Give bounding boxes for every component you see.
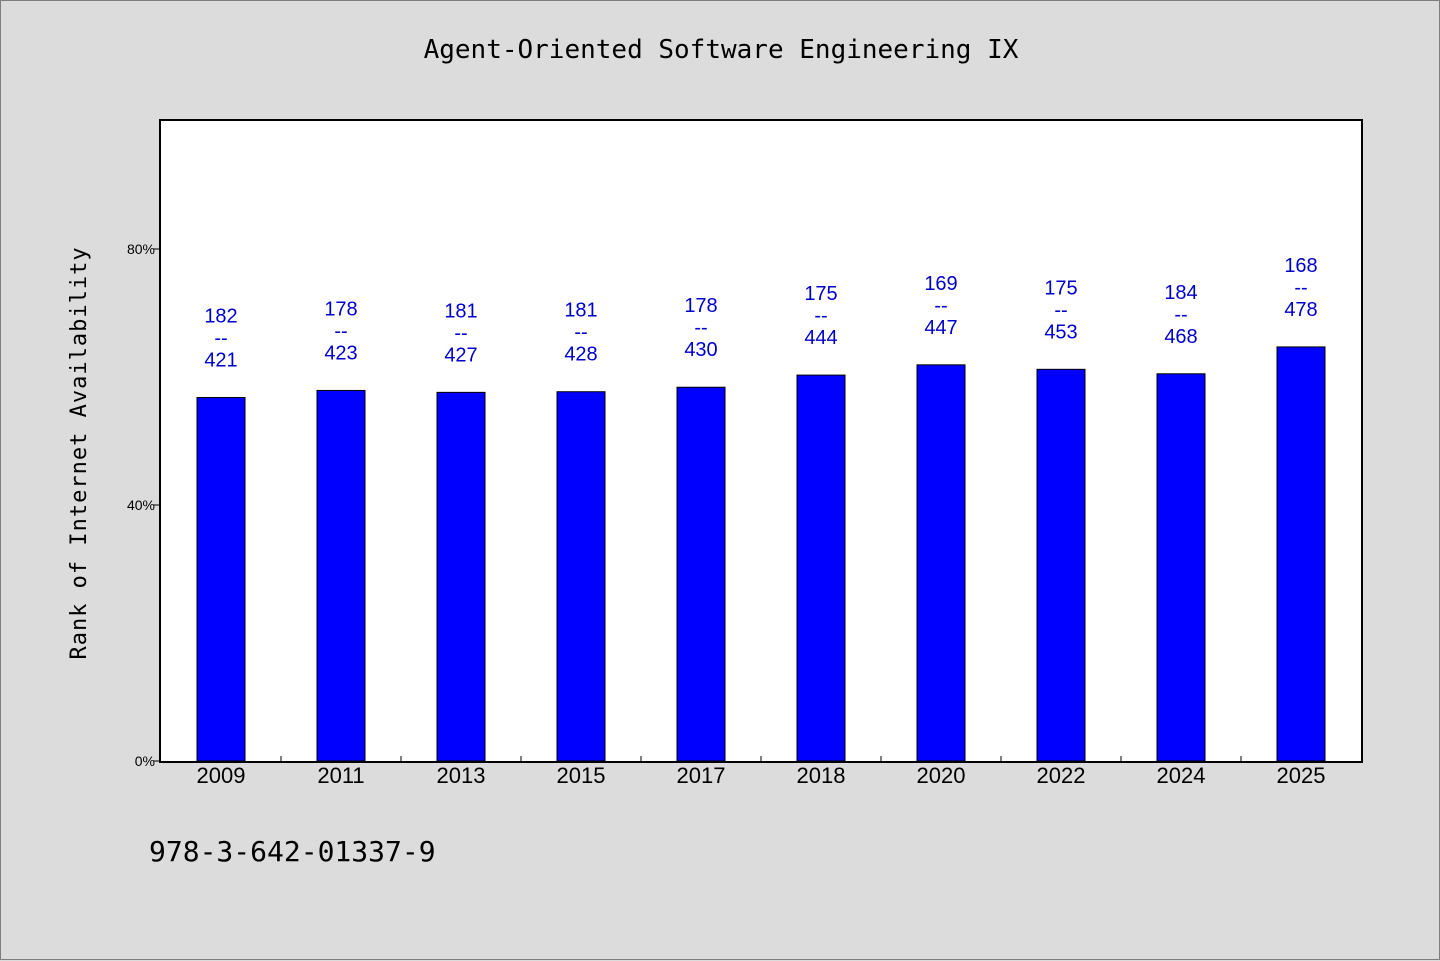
x-tick-label-2009: 2009 (197, 763, 246, 788)
bar-label-2022-line-2: 453 (1044, 321, 1077, 343)
bar-label-2025-line-2: 478 (1284, 299, 1317, 321)
y-tick-label-1: 40% (127, 497, 155, 513)
bar-label-2020-line-2: 447 (924, 317, 957, 339)
x-tick-label-2013: 2013 (437, 763, 486, 788)
bar-2009 (196, 396, 246, 762)
bar-label-2022-line-0: 175 (1044, 277, 1077, 299)
x-tick-label-2025: 2025 (1277, 763, 1326, 788)
bar-2020 (916, 364, 966, 762)
bar-label-2020-line-1: -- (934, 295, 947, 317)
x-tick-label-2011: 2011 (317, 763, 364, 788)
bar-label-2013-line-1: -- (454, 322, 467, 344)
bar-label-2017-line-1: -- (694, 317, 707, 339)
bar-2017 (676, 386, 726, 762)
bar-label-2011-line-1: -- (334, 320, 347, 342)
bar-label-2009-line-0: 182 (204, 305, 237, 327)
bar-label-2015-line-0: 181 (564, 300, 597, 322)
bar-2018 (796, 374, 846, 762)
bar-label-2009-line-1: -- (214, 327, 227, 349)
bar-label-2018-line-0: 175 (804, 283, 837, 305)
y-axis-title: Rank of Internet Availability (67, 246, 92, 659)
bar-label-2020-line-0: 169 (924, 273, 957, 295)
bar-label-2024-line-2: 468 (1164, 326, 1197, 348)
x-tick-label-2017: 2017 (677, 763, 726, 788)
bar-label-2024-line-1: -- (1174, 304, 1187, 326)
bar-label-2015-line-2: 428 (564, 344, 597, 366)
bar-label-2022-line-1: -- (1054, 299, 1067, 321)
bar-2015 (556, 391, 606, 762)
chart-title: Agent-Oriented Software Engineering IX (423, 35, 1019, 65)
x-tick-label-2024: 2024 (1157, 763, 1206, 788)
y-axis: 0% 40% 80% (127, 241, 161, 769)
bar-labels: 182--421178--423181--427181--428178--430… (204, 255, 1317, 372)
bar-label-2015-line-1: -- (574, 322, 587, 344)
y-tick-label-0: 0% (135, 753, 155, 769)
x-tick-label-2015: 2015 (557, 763, 606, 788)
bar-2011 (316, 389, 366, 762)
x-tick-label-2018: 2018 (797, 763, 846, 788)
bar-label-2011-line-0: 178 (324, 298, 357, 320)
bar-label-2017-line-2: 430 (684, 339, 717, 361)
bar-2022 (1036, 368, 1086, 762)
bar-2013 (436, 391, 486, 762)
x-tick-label-2022: 2022 (1037, 763, 1086, 788)
bar-label-2009-line-2: 421 (204, 349, 237, 371)
bar-label-2018-line-1: -- (814, 305, 827, 327)
bar-2025 (1276, 346, 1326, 762)
bar-label-2025-line-1: -- (1294, 277, 1307, 299)
bar-label-2018-line-2: 444 (804, 327, 837, 349)
bar-label-2017-line-0: 178 (684, 295, 717, 317)
bar-label-2024-line-0: 184 (1164, 282, 1197, 304)
bar-label-2011-line-2: 423 (324, 342, 357, 364)
bar-label-2013-line-2: 427 (444, 344, 477, 366)
isbn-text: 978-3-642-01337-9 (149, 835, 436, 868)
y-tick-label-2: 80% (127, 241, 155, 257)
bar-2024 (1156, 373, 1206, 762)
bars (196, 346, 1326, 762)
bar-label-2025-line-0: 168 (1284, 255, 1317, 277)
bar-label-2013-line-0: 181 (444, 300, 477, 322)
x-tick-label-2020: 2020 (917, 763, 966, 788)
x-axis: 2009 2011 2013 2015 2017 2018 2020 2022 2024 2025 (197, 756, 1326, 788)
